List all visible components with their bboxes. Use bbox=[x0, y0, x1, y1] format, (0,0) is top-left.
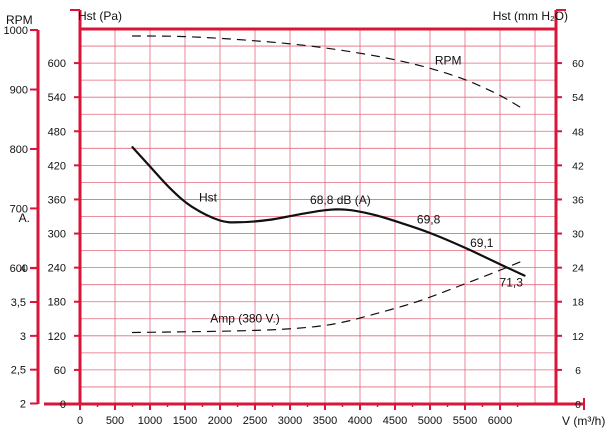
pa-tick-label: 600 bbox=[48, 58, 66, 70]
mm-tick-label: 24 bbox=[572, 263, 584, 275]
right-axis-title-text: Hst (mm H₂O) bbox=[493, 9, 568, 23]
series-label: Amp (380 V.) bbox=[210, 311, 280, 325]
grid-layer bbox=[80, 29, 556, 404]
series-label: Hst bbox=[199, 191, 218, 205]
x-tick-label: 1000 bbox=[138, 415, 162, 427]
db-annotation-label: 71,3 bbox=[500, 275, 524, 289]
labels-layer: Hst RPM Amp (380 V.) 68,8 dB (A) 69,8 69,1 71,… bbox=[199, 54, 523, 326]
left-axis-title: Hst (Pa) bbox=[78, 9, 122, 23]
pa-tick-label: 420 bbox=[48, 160, 66, 172]
pa-tick-label: 240 bbox=[48, 263, 66, 275]
mm-tick-label: 18 bbox=[572, 297, 584, 309]
pa-tick-label: 480 bbox=[48, 126, 66, 138]
x-axis-title: V (m³/h) bbox=[562, 414, 605, 428]
pa-tick-label: 0 bbox=[60, 399, 66, 411]
x-tick-label: 5000 bbox=[418, 415, 442, 427]
pa-tick-label: 120 bbox=[48, 331, 66, 343]
x-tick-label: 3000 bbox=[278, 415, 302, 427]
mm-tick-label: 12 bbox=[572, 331, 584, 343]
series-label: RPM bbox=[435, 54, 462, 68]
pa-tick-label: 180 bbox=[48, 297, 66, 309]
amp-tick-label: 3,5 bbox=[11, 297, 26, 309]
series-amp-380-v-line bbox=[131, 259, 526, 334]
x-tick-label: 2500 bbox=[243, 415, 267, 427]
mm-tick-label: 48 bbox=[572, 126, 584, 138]
right-axis-title: Hst (mm H₂O) bbox=[493, 9, 568, 23]
mm-tick-label: 6 bbox=[575, 365, 581, 377]
series-rpm-line bbox=[131, 35, 526, 111]
series-layer bbox=[131, 35, 526, 334]
mm-tick-label: 36 bbox=[572, 194, 584, 206]
rpm-tick-label: 700 bbox=[10, 203, 28, 215]
x-tick-label: 4000 bbox=[348, 415, 372, 427]
mm-tick-label: 0 bbox=[575, 399, 581, 411]
ticks-layer: 0 500 1000 1500 2000 2500 3000 3500 4000 4500 5000… bbox=[4, 25, 584, 427]
db-annotation-label: 68,8 dB (A) bbox=[310, 193, 371, 207]
x-tick-label: 500 bbox=[106, 415, 124, 427]
amp-tick-label: 2 bbox=[20, 399, 26, 411]
mm-tick-label: 60 bbox=[572, 58, 584, 70]
x-tick-label: 2000 bbox=[208, 415, 232, 427]
x-tick-label: 1500 bbox=[173, 415, 197, 427]
rpm-tick-label: 1000 bbox=[4, 25, 28, 37]
x-tick-label: 6000 bbox=[488, 415, 512, 427]
db-annotation-label: 69,1 bbox=[470, 236, 494, 250]
pa-tick-label: 300 bbox=[48, 229, 66, 241]
amp-tick-label: 3 bbox=[20, 331, 26, 343]
pa-tick-label: 360 bbox=[48, 194, 66, 206]
pa-tick-label: 540 bbox=[48, 92, 66, 104]
rpm-axis-title: RPM bbox=[6, 13, 33, 27]
mm-tick-label: 42 bbox=[572, 160, 584, 172]
mm-tick-label: 30 bbox=[572, 229, 584, 241]
amp-axis-title: A. bbox=[19, 211, 30, 225]
x-tick-label: 5500 bbox=[453, 415, 477, 427]
amp-tick-label: 2,5 bbox=[11, 365, 26, 377]
rpm-tick-label: 800 bbox=[10, 144, 28, 156]
series-hst-line bbox=[131, 146, 526, 277]
db-annotation-label: 69,8 bbox=[417, 212, 441, 226]
rpm-tick-label: 600 bbox=[10, 263, 28, 275]
rpm-tick-label: 900 bbox=[10, 85, 28, 97]
x-tick-label: 3500 bbox=[313, 415, 337, 427]
axes-layer bbox=[30, 9, 585, 410]
mm-tick-label: 54 bbox=[572, 92, 584, 104]
pa-tick-label: 60 bbox=[54, 365, 66, 377]
x-tick-label: 0 bbox=[77, 415, 83, 427]
amp-tick-label: 4 bbox=[20, 263, 26, 275]
x-tick-label: 4500 bbox=[383, 415, 407, 427]
